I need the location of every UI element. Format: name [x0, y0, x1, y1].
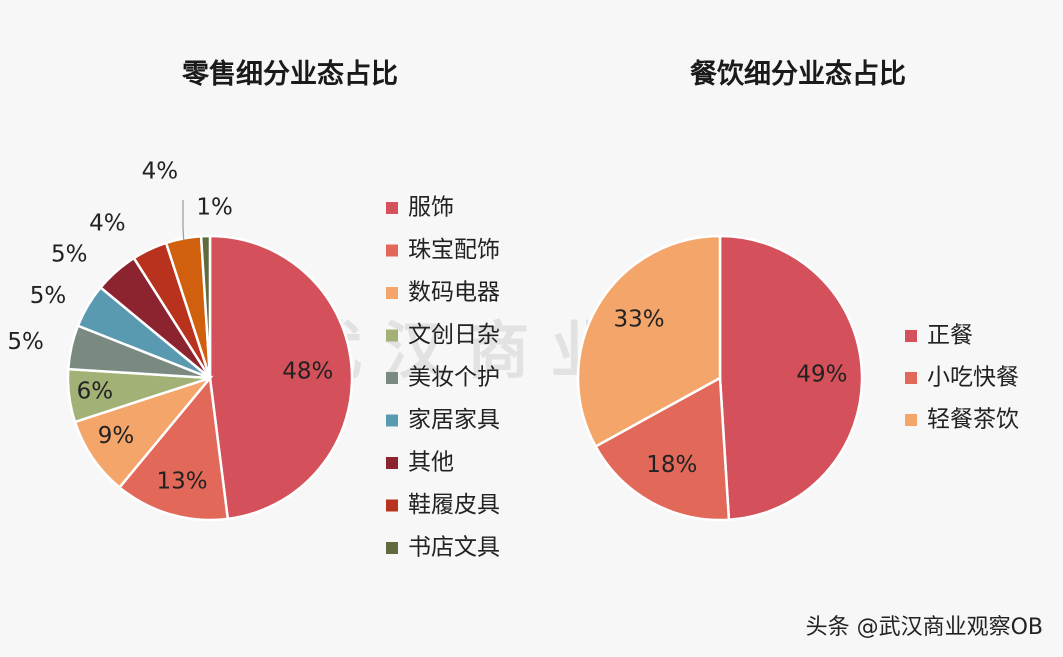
footer-credit: 头条 @武汉商业观察OB	[805, 615, 1043, 640]
pie-slice	[117, 374, 230, 522]
legend-swatch	[386, 542, 398, 554]
legend-swatch	[386, 499, 398, 512]
pie-slice	[576, 234, 722, 449]
slice-percent-label: 9%	[98, 423, 135, 449]
legend-label: 美妆个护	[408, 365, 500, 391]
retail-pie: 48%13%9%6%5%5%5%4%4%1%	[7, 158, 354, 522]
slice-percent-label: 13%	[157, 469, 208, 495]
legend-swatch	[386, 329, 398, 342]
legend-label: 家居家具	[408, 407, 500, 433]
dining-pie: 49% 18% 33%	[576, 234, 864, 522]
slice-percent-label: 6%	[77, 378, 114, 404]
pie-slice	[208, 234, 354, 521]
legend-label: 轻餐茶饮	[927, 407, 1019, 433]
slice-percent-label: 5%	[30, 283, 67, 309]
legend-label: 文创日杂	[408, 322, 500, 348]
pie-slice	[73, 375, 214, 490]
legend-label: 正餐	[927, 323, 973, 349]
slice-percent-label: 4%	[142, 158, 179, 184]
slice-percent-label: 4%	[89, 210, 126, 236]
legend-label: 小吃快餐	[927, 365, 1019, 391]
slice-percent-label: 33%	[614, 307, 665, 333]
legend-label: 数码电器	[408, 280, 500, 306]
legend-swatch	[386, 457, 398, 469]
legend-label: 服饰	[408, 195, 454, 221]
pie-slice	[593, 375, 731, 522]
retail-chart-title: 零售细分业态占比	[182, 59, 398, 90]
legend-label: 珠宝配饰	[408, 237, 500, 263]
dining-chart-title: 餐饮细分业态占比	[690, 59, 906, 90]
legend-label: 鞋履皮具	[408, 492, 500, 518]
legend-swatch	[905, 330, 917, 342]
legend-swatch	[386, 244, 398, 257]
slice-percent-label: 49%	[796, 362, 847, 388]
legend-swatch	[386, 414, 398, 427]
legend-label: 书店文具	[408, 535, 500, 561]
slice-percent-label: 5%	[51, 241, 88, 267]
slice-percent-label: 1%	[196, 195, 233, 221]
legend-swatch	[905, 414, 917, 426]
leader-line	[182, 200, 185, 241]
pie-slice	[718, 234, 864, 522]
legend-label: 其他	[408, 450, 454, 476]
legend-swatch	[386, 202, 398, 214]
slice-percent-label: 18%	[646, 452, 697, 478]
slice-percent-label: 48%	[282, 359, 333, 385]
pie-slice	[199, 234, 212, 379]
slice-percent-label: 5%	[7, 329, 44, 355]
legend-swatch	[905, 372, 917, 384]
legend-swatch	[386, 372, 398, 384]
legend-swatch	[386, 287, 398, 299]
